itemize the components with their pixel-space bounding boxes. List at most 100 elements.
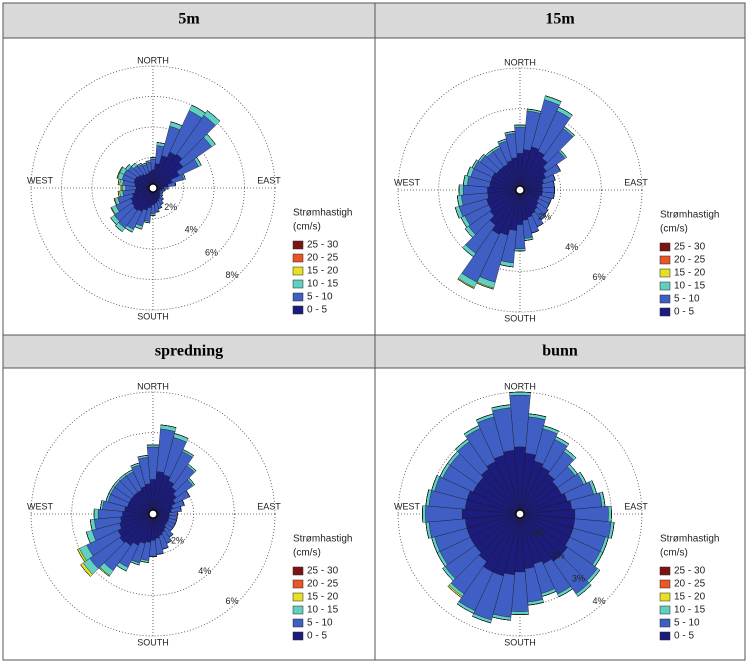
center-hole <box>515 185 525 195</box>
legend-label: 10 - 15 <box>674 605 706 616</box>
legend-swatch <box>659 618 671 628</box>
legend-swatch <box>659 592 671 602</box>
legend-label: 10 - 15 <box>307 279 339 290</box>
compass-label: SOUTH <box>137 311 169 321</box>
legend-label: 15 - 20 <box>307 592 339 603</box>
legend-swatch <box>292 605 304 615</box>
legend-label: 5 - 10 <box>307 292 333 303</box>
legend-label: 0 - 5 <box>307 305 327 316</box>
legend-label: 20 - 25 <box>307 253 339 264</box>
rose-segment <box>511 611 529 615</box>
rose-segment <box>607 505 612 523</box>
legend-label: 15 - 20 <box>674 592 706 603</box>
rose-segment <box>131 162 136 167</box>
legend-swatch <box>292 240 304 250</box>
rose-segment <box>174 182 176 187</box>
compass-label: NORTH <box>137 381 169 391</box>
legend-title: (cm/s) <box>293 222 321 233</box>
compass-label: NORTH <box>504 57 536 67</box>
compass-label: NORTH <box>504 381 536 391</box>
panel-title: spredning <box>155 343 223 360</box>
legend-label: 5 - 10 <box>307 618 333 629</box>
legend-swatch <box>292 279 304 289</box>
rose-segment <box>115 225 123 232</box>
rose-segment <box>472 616 491 624</box>
ring-label: 8% <box>225 270 238 280</box>
panel-title: bunn <box>542 343 578 360</box>
rose-segment <box>206 133 216 145</box>
ring-label: 2% <box>171 536 184 546</box>
compass-label: WEST <box>27 501 54 511</box>
compass-label: NORTH <box>137 55 169 65</box>
legend-swatch <box>659 605 671 615</box>
rose-segment <box>464 228 473 238</box>
legend-label: 15 - 20 <box>674 268 706 279</box>
rose-segment <box>137 162 142 166</box>
legend-label: 25 - 30 <box>307 566 339 577</box>
legend-label: 0 - 5 <box>674 631 694 642</box>
compass-label: WEST <box>394 501 421 511</box>
legend-swatch <box>659 242 671 252</box>
rose-segment <box>150 213 156 216</box>
ring-label: 2% <box>538 212 551 222</box>
compass-label: EAST <box>624 501 648 511</box>
compass-label: EAST <box>624 177 648 187</box>
rose-segment <box>174 433 189 439</box>
rose-segment <box>509 391 531 396</box>
rose-segment <box>463 175 466 186</box>
rose-segment <box>491 404 511 409</box>
rose-segment <box>90 519 93 531</box>
header-bg <box>3 3 745 38</box>
legend-label: 20 - 25 <box>674 579 706 590</box>
rose-segment <box>478 153 485 161</box>
ring-label: 4% <box>565 242 578 252</box>
legend-label: 25 - 30 <box>307 240 339 251</box>
ring-label: 4% <box>592 596 605 606</box>
rose-segment <box>113 198 117 206</box>
ring-label: 6% <box>592 272 605 282</box>
rose-segment <box>93 508 99 520</box>
legend-title: Strømhastigh <box>293 534 352 545</box>
compass-label: EAST <box>257 175 281 185</box>
rose-segment <box>146 444 160 448</box>
rose-segment <box>553 174 556 181</box>
legend-label: 0 - 5 <box>674 307 694 318</box>
ring-label: 1% <box>531 528 544 538</box>
rose-segment <box>80 564 91 577</box>
legend-swatch <box>292 266 304 276</box>
compass-label: SOUTH <box>504 313 536 323</box>
ring-label: 6% <box>205 247 218 257</box>
legend-title: Strømhastigh <box>660 534 719 545</box>
rose-segment <box>514 124 526 128</box>
legend-label: 10 - 15 <box>674 281 706 292</box>
rose-segment <box>558 588 573 598</box>
rose-segment <box>120 185 123 191</box>
legend-swatch <box>292 579 304 589</box>
legend-swatch <box>659 579 671 589</box>
legend-title: Strømhastigh <box>293 208 352 219</box>
ring-label: 6% <box>225 596 238 606</box>
compass-label: SOUTH <box>137 637 169 647</box>
legend-swatch <box>292 592 304 602</box>
rose-segment <box>462 247 474 257</box>
rose-segment <box>207 110 220 122</box>
rose-segment <box>150 157 156 160</box>
rose-segment <box>458 184 464 196</box>
grid-ring <box>122 157 184 219</box>
legend-label: 25 - 30 <box>674 242 706 253</box>
rose-segment <box>118 166 123 173</box>
legend-swatch <box>659 281 671 291</box>
rose-segment <box>514 248 526 252</box>
legend-label: 5 - 10 <box>674 618 700 629</box>
legend-title: Strømhastigh <box>660 210 719 221</box>
legend-swatch <box>292 631 304 641</box>
legend-swatch <box>659 307 671 317</box>
grid-ring <box>438 108 602 272</box>
legend-swatch <box>659 255 671 265</box>
ring-label: 4% <box>198 566 211 576</box>
rose-segment <box>528 413 547 417</box>
rose-segment <box>422 505 426 523</box>
compass-label: SOUTH <box>504 637 536 647</box>
